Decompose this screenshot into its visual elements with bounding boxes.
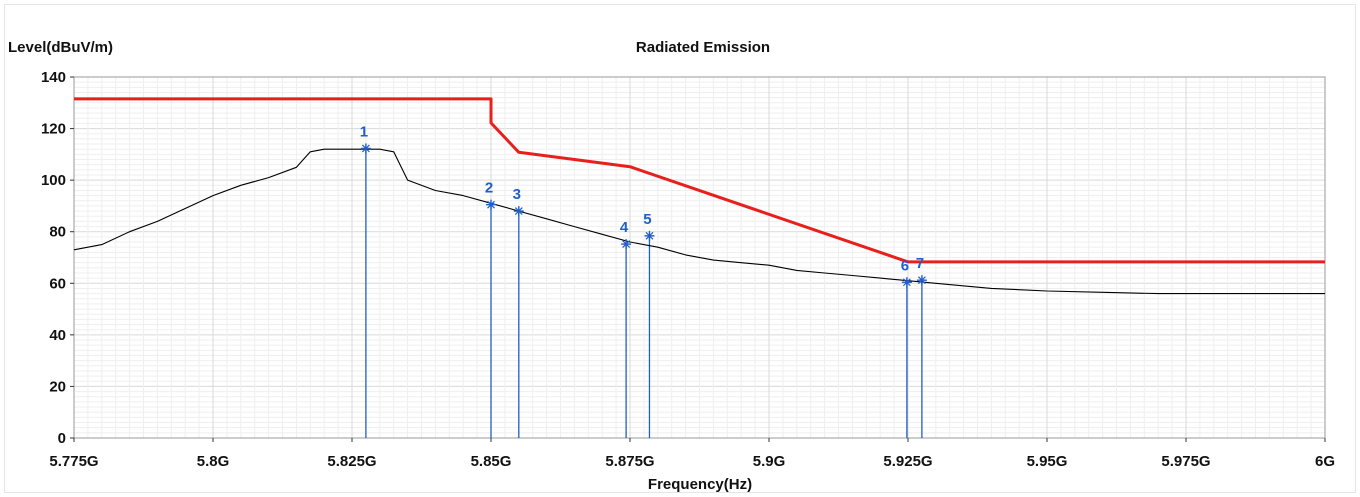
marker-star-stroke: [361, 144, 370, 153]
x-tick-label: 5.925G: [883, 453, 932, 470]
y-tick-label: 60: [49, 275, 66, 292]
marker-point: 4: [620, 219, 632, 250]
marker-star-stroke: [902, 278, 911, 287]
marker-label: 1: [360, 123, 368, 140]
marker-star-stroke: [514, 207, 523, 216]
y-axis-title: Level(dBuV/m): [8, 39, 113, 56]
marker-point: 2: [485, 180, 496, 210]
measurement-trace: [73, 148, 1325, 295]
marker-point: 7: [916, 255, 927, 286]
chart-title: Radiated Emission: [636, 39, 770, 56]
x-tick-label: 5.8G: [197, 453, 230, 470]
marker-label: 5: [643, 211, 651, 228]
y-tick-label: 140: [41, 69, 66, 86]
data-series: [73, 97, 1325, 295]
marker-point: 1: [360, 123, 371, 154]
x-tick-label: 5.9G: [753, 453, 786, 470]
chart-outer-border: [4, 4, 1356, 493]
x-tick-label: 5.825G: [327, 453, 376, 470]
limit-line: [74, 97, 1325, 264]
x-axis-ticks: 5.775G 5.8G 5.825G 5.85G 5.875G 5.9G 5.925G 5.9…: [49, 438, 1335, 470]
y-tick-label: 40: [49, 327, 66, 344]
y-tick-label: 100: [41, 172, 66, 189]
marker-label: 4: [620, 219, 629, 236]
plot-area-frame: [73, 76, 1326, 439]
marker-star-stroke: [622, 240, 631, 249]
marker-point: 3: [513, 186, 524, 217]
marker-point: 5: [643, 211, 655, 241]
marker-label: 7: [916, 255, 924, 272]
grid-lines: [73, 76, 1326, 439]
x-tick-label: 5.775G: [49, 453, 98, 470]
marker-star-stroke: [645, 231, 654, 240]
marker-star-stroke: [487, 200, 495, 209]
y-tick-label: 120: [41, 121, 66, 138]
y-axis-ticks: 0 20 40 60 80 100 120 140: [41, 69, 74, 447]
x-tick-label: 5.95G: [1027, 453, 1068, 470]
marker-lines: [365, 148, 923, 438]
marker-label: 6: [901, 257, 909, 274]
y-tick-label: 0: [58, 430, 66, 447]
marker-points: 12 34 56 7: [360, 123, 927, 288]
marker-label: 2: [485, 180, 493, 197]
y-tick-label: 20: [49, 378, 66, 395]
x-tick-label: 5.85G: [471, 453, 512, 470]
y-tick-label: 80: [49, 224, 66, 241]
x-tick-label: 5.975G: [1161, 453, 1210, 470]
marker-label: 3: [513, 186, 521, 203]
marker-star-stroke: [917, 276, 926, 285]
x-tick-label: 6G: [1315, 453, 1335, 470]
x-tick-label: 5.875G: [605, 453, 654, 470]
x-axis-title: Frequency(Hz): [648, 476, 752, 493]
marker-point: 6: [901, 257, 912, 288]
